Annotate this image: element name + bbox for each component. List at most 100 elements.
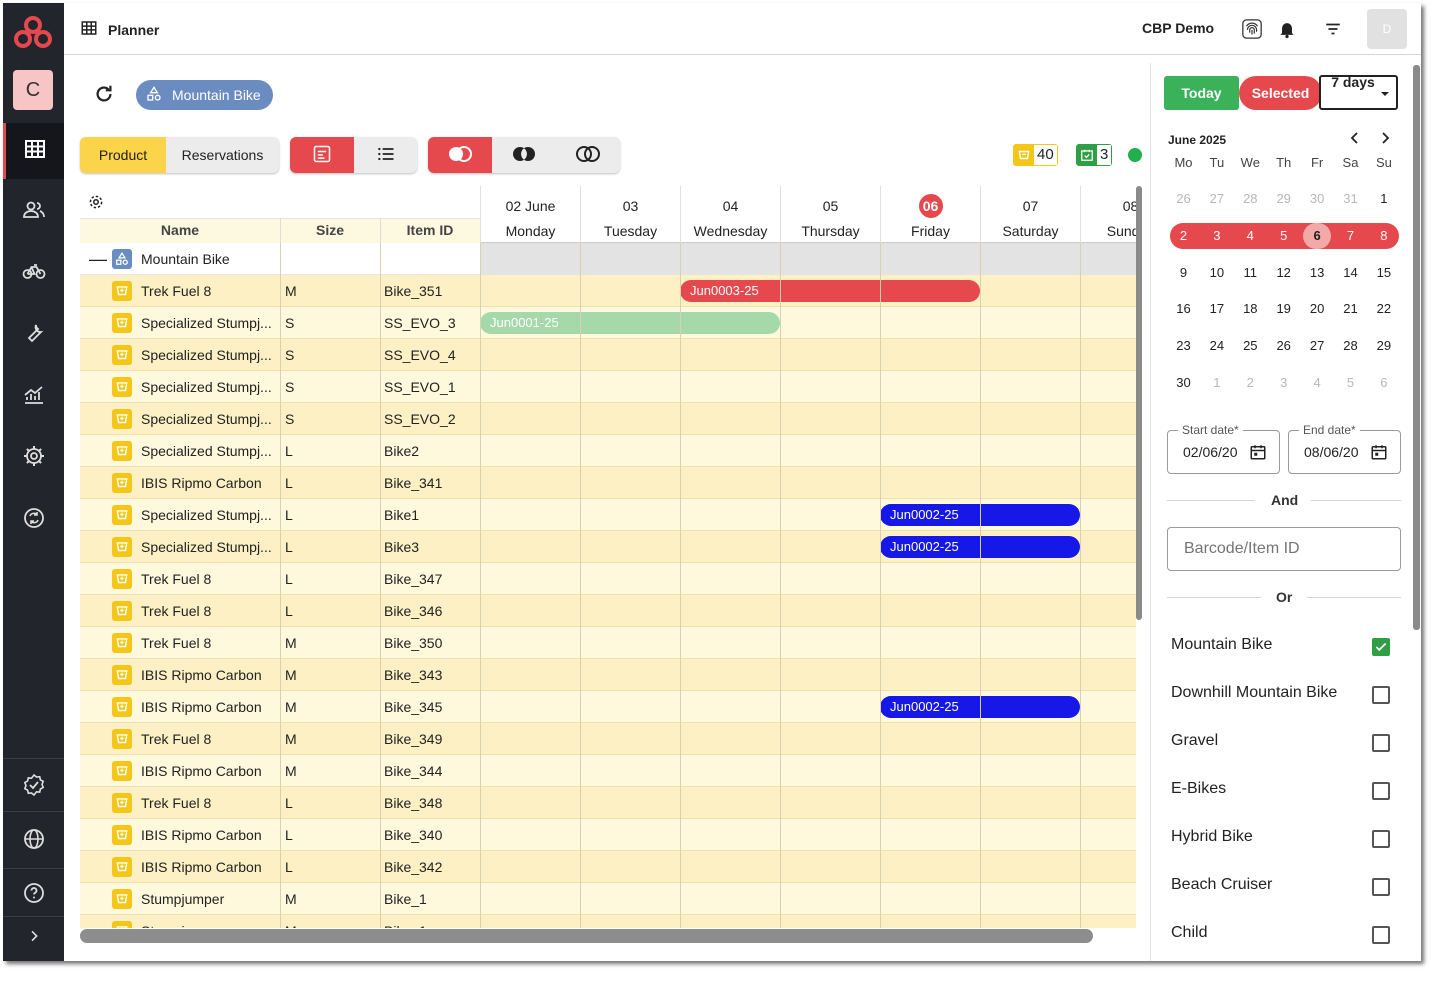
category-checkbox[interactable] [1372,638,1390,656]
company-avatar[interactable]: C [13,70,53,110]
calendar-day[interactable]: 18 [1243,301,1258,317]
category-checkbox[interactable] [1372,734,1390,752]
group-row[interactable]: — Mountain Bike [80,243,1136,275]
fingerprint-icon[interactable] [1240,17,1264,41]
calendar-day[interactable]: 27 [1309,338,1325,354]
calendar-day[interactable]: 3 [1213,227,1221,243]
calendar-day[interactable]: 2 [1246,375,1254,390]
day-header[interactable]: 02 June Monday [480,186,580,243]
calendar-day[interactable]: 26 [1176,191,1191,206]
calendar-day[interactable]: 30 [1176,375,1191,390]
table-row[interactable]: IBIS Ripmo Carbon L Bike_340 [80,819,1136,851]
nav-tools[interactable] [3,307,64,363]
calendar-day[interactable]: 8 [1380,227,1388,243]
calendar-day[interactable]: 22 [1376,301,1392,317]
category-checkbox[interactable] [1372,686,1390,704]
calendar-day[interactable]: 4 [1246,227,1254,243]
table-row[interactable]: Specialized Stumpj... S SS_EVO_2 [80,403,1136,435]
day-header[interactable]: 03 Tuesday [580,186,680,243]
selected-button[interactable]: Selected [1239,76,1322,110]
nav-verified[interactable] [3,759,64,815]
calendar-day[interactable]: 10 [1209,264,1225,280]
category-filter-item[interactable]: Hybrid Bike [1171,828,1401,852]
day-header[interactable]: 04 Wednesday [680,186,780,243]
calendar-day[interactable]: 1 [1213,375,1221,390]
calendar-day[interactable]: 28 [1343,338,1358,354]
table-row[interactable]: Specialized Stumpj... S SS_EVO_1 [80,371,1136,403]
org-name[interactable]: CBP Demo [1142,20,1215,36]
nav-planner[interactable] [3,123,64,179]
category-checkbox[interactable] [1372,926,1390,944]
calendar-day[interactable]: 2 [1179,227,1188,243]
calendar-day[interactable]: 12 [1276,264,1291,280]
column-header-item-id[interactable]: Item ID [406,222,454,238]
reservation-bar[interactable]: Jun0003-25 [680,280,980,302]
panel-scrollbar[interactable] [1413,65,1420,630]
calendar-day[interactable]: 26 [1276,338,1291,354]
end-date-field[interactable]: End date* 08/06/20 [1288,423,1401,474]
category-filter-item[interactable]: Gravel [1171,732,1401,756]
start-date-field[interactable]: Start date* 02/06/20 [1167,423,1280,474]
category-filter-item[interactable]: Downhill Mountain Bike [1171,684,1401,708]
calendar-day[interactable]: 5 [1280,227,1288,243]
list-view-button[interactable] [354,137,417,173]
refresh-button[interactable] [91,83,117,109]
calendar-prev-button[interactable] [1347,131,1363,149]
calendar-day[interactable]: 13 [1309,264,1325,280]
calendar-day[interactable]: 29 [1276,191,1291,206]
day-header[interactable]: 06 Friday [880,186,980,243]
tab-reservations[interactable]: Reservations [181,147,264,163]
table-row[interactable]: Trek Fuel 8 L Bike_346 [80,595,1136,627]
column-settings-button[interactable] [87,193,105,216]
calendar-day[interactable]: 1 [1380,191,1388,206]
category-filter-item[interactable]: Beach Cruiser [1171,876,1401,900]
overlap-mode-3-button[interactable] [556,137,620,173]
column-header-name[interactable]: Name [160,222,200,238]
nav-expand[interactable] [3,915,64,961]
calendar-day[interactable]: 5 [1346,375,1355,390]
calendar-day[interactable]: 9 [1179,264,1188,280]
calendar-day[interactable]: 14 [1343,264,1358,280]
nav-help[interactable] [3,867,64,923]
day-header[interactable]: 08 Sunday [1080,186,1136,243]
calendar-next-button[interactable] [1377,131,1393,149]
user-avatar[interactable]: D [1367,9,1407,49]
calendar-day[interactable]: 16 [1176,301,1191,317]
calendar-day[interactable]: 4 [1313,375,1321,390]
nav-customers[interactable] [3,184,64,240]
calendar-day[interactable]: 25 [1243,338,1258,354]
calendar-day[interactable]: 7 [1346,227,1355,243]
card-view-button[interactable] [290,137,354,173]
calendar-day[interactable]: 20 [1309,301,1325,317]
calendar-day[interactable]: 6 [1313,227,1321,243]
table-row[interactable]: Specialized Stumpj... S SS_EVO_4 [80,339,1136,371]
table-row[interactable]: Trek Fuel 8 L Bike_348 [80,787,1136,819]
category-checkbox[interactable] [1372,830,1390,848]
table-row[interactable]: IBIS Ripmo Carbon M Bike_344 [80,755,1136,787]
category-filter-item[interactable]: E-Bikes [1171,780,1401,804]
nav-settings[interactable] [3,430,64,486]
calendar-day[interactable]: 29 [1376,338,1392,354]
calendar-day[interactable]: 31 [1343,191,1358,206]
table-row[interactable]: Trek Fuel 8 M Bike_350 [80,627,1136,659]
brand-logo-icon[interactable] [12,13,54,51]
calendar-day[interactable]: 3 [1280,375,1288,390]
calendar-icon[interactable] [1370,443,1390,463]
category-checkbox[interactable] [1372,782,1390,800]
grid-vertical-scrollbar[interactable] [1136,186,1142,620]
calendar-day[interactable]: 27 [1209,191,1225,206]
table-row[interactable]: IBIS Ripmo Carbon L Bike_342 [80,851,1136,883]
calendar-day[interactable]: 17 [1209,301,1225,317]
category-filter-chip[interactable]: Mountain Bike [136,80,273,110]
nav-bikes[interactable] [3,245,64,301]
nav-sync[interactable] [3,492,64,548]
column-header-size[interactable]: Size [315,222,344,238]
table-row[interactable]: Trek Fuel 8 L Bike_347 [80,563,1136,595]
calendar-icon[interactable] [1249,443,1269,463]
calendar-day[interactable]: 6 [1380,375,1388,390]
table-row[interactable]: Specialized Stumpj... L Bike2 [80,435,1136,467]
calendar-day[interactable]: 30 [1309,191,1325,206]
day-header[interactable]: 05 Thursday [780,186,880,243]
barcode-input[interactable] [1167,527,1401,571]
table-row[interactable]: Stumpjumper M Bike_1 [80,883,1136,915]
